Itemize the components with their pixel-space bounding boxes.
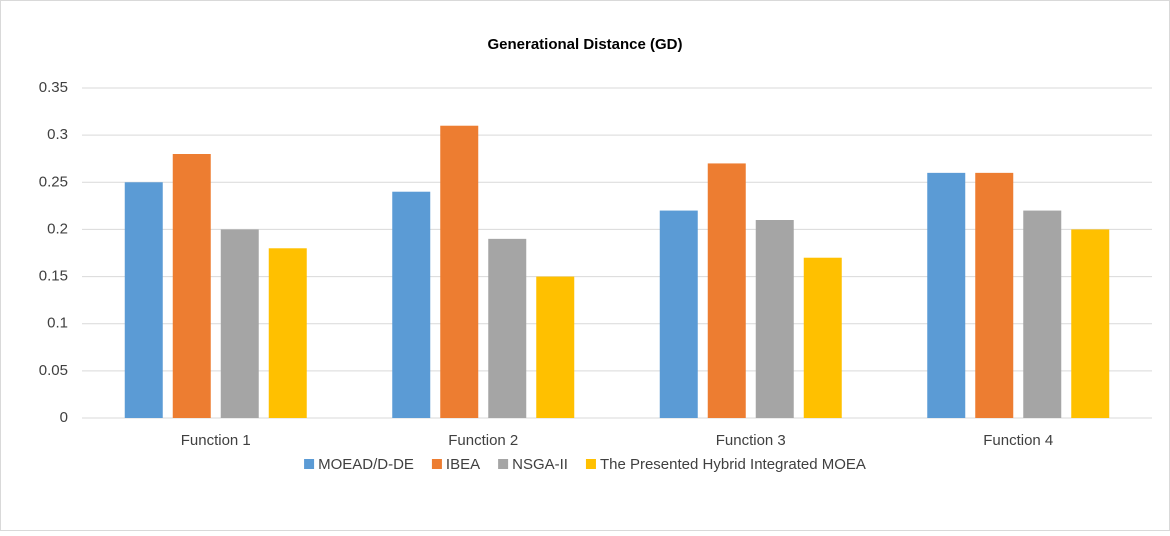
y-tick-label: 0.25	[39, 173, 68, 190]
bar	[124, 182, 163, 418]
legend-label: IBEA	[446, 456, 480, 473]
y-tick-label: 0.2	[47, 220, 68, 237]
bar	[803, 257, 842, 418]
bar	[1071, 229, 1110, 418]
y-tick-label: 0.05	[39, 362, 68, 379]
bar	[659, 210, 698, 418]
legend-swatch	[585, 459, 596, 469]
y-tick-label: 0.15	[39, 268, 68, 285]
bar	[220, 229, 259, 418]
bar	[707, 163, 746, 418]
y-tick-label: 0.1	[47, 315, 68, 332]
y-tick-label: 0.35	[39, 79, 68, 96]
bar	[172, 154, 211, 418]
legend-swatch	[498, 459, 509, 469]
bar	[927, 172, 966, 418]
legend-swatch	[431, 459, 442, 469]
bar	[488, 238, 527, 418]
chart-title: Generational Distance (GD)	[487, 36, 682, 53]
x-tick-label: Function 2	[448, 432, 518, 449]
x-tick-label: Function 1	[181, 432, 251, 449]
bar	[392, 191, 431, 418]
legend-label: NSGA-II	[512, 456, 568, 473]
bar	[755, 220, 794, 418]
y-tick-label: 0	[60, 409, 68, 426]
x-tick-label: Function 3	[716, 432, 786, 449]
bar	[440, 125, 479, 418]
legend-label: MOEAD/D-DE	[318, 456, 414, 473]
legend-label: The Presented Hybrid Integrated MOEA	[600, 456, 866, 473]
x-tick-label: Function 4	[983, 432, 1053, 449]
y-tick-label: 0.3	[47, 126, 68, 143]
bar	[268, 248, 307, 418]
bar	[1023, 210, 1062, 418]
bar	[975, 172, 1014, 418]
bar	[536, 276, 575, 418]
legend-swatch	[304, 459, 315, 469]
